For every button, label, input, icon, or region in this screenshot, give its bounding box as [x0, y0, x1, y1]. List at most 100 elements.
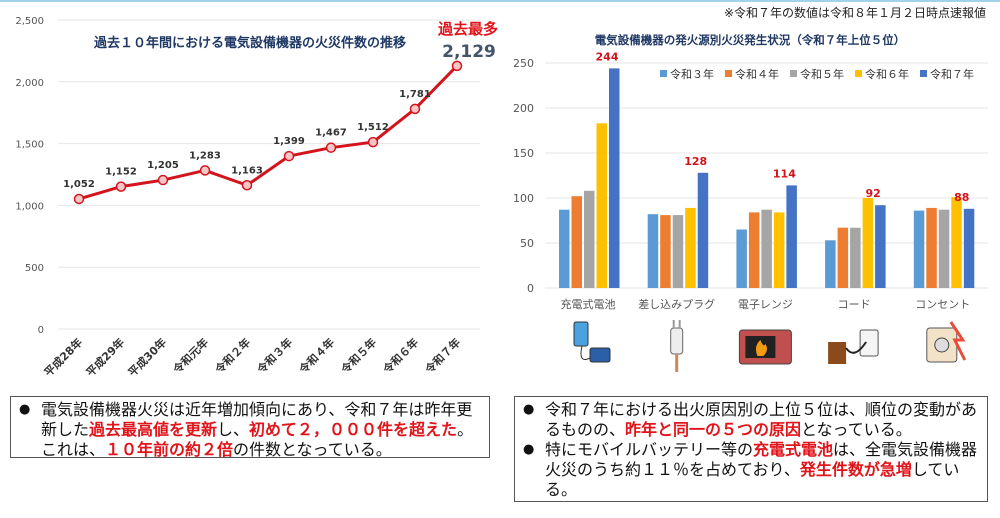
bar	[672, 215, 684, 288]
data-point	[367, 136, 379, 148]
highlight-text: 過去最高値を更新	[89, 420, 218, 439]
annotation-record-high: 過去最多	[437, 20, 498, 38]
text-segment: 特にモバイルバッテリー等の	[545, 440, 754, 459]
bar	[773, 212, 785, 288]
data-label: 128	[684, 155, 707, 168]
legend-label: 令和７年	[930, 67, 974, 81]
bar	[736, 229, 747, 288]
data-point	[409, 103, 421, 115]
data-label: 1,781	[399, 89, 431, 100]
bar	[837, 227, 849, 288]
text-segment: している。	[545, 460, 960, 499]
bullet-point: 電気設備機器火災は近年増加傾向にあり、令和７年は昨年更新した過去最高値を更新し、…	[19, 400, 481, 460]
bar	[584, 190, 595, 288]
battery	[589, 347, 611, 363]
bar	[761, 209, 772, 288]
text-segment: 令和７年における出火原因別の上位５位は、順位の変動があるものの、	[545, 400, 978, 439]
data-label: 1,205	[147, 160, 179, 171]
data-label: 2,129	[442, 42, 496, 62]
cable	[580, 345, 591, 360]
y-tick-label: 2,500	[15, 16, 44, 27]
highlight-text: 発生件数が急増	[799, 460, 912, 479]
bar	[697, 172, 709, 288]
data-label: 1,283	[189, 150, 221, 161]
x-tick-label: 電子レンジ	[738, 298, 793, 311]
data-point	[241, 180, 253, 191]
legend-label: 令和６年	[865, 67, 909, 81]
highlight-text: 昨年と同一の５つの原因	[625, 420, 802, 439]
legend-label: 令和３年	[670, 67, 714, 81]
bar	[926, 207, 937, 288]
bar	[951, 197, 962, 288]
x-tick-label: 令和４年	[295, 335, 337, 377]
data-note: ※令和７年の数値は令和８年１月２日時点速報値	[723, 6, 986, 20]
data-point	[199, 165, 211, 176]
plug	[670, 327, 684, 355]
phone	[573, 321, 589, 347]
bar	[660, 215, 671, 288]
plug	[934, 337, 950, 353]
highlight-text: 初めて２，０００件を超えた	[249, 420, 458, 439]
data-point	[451, 60, 463, 72]
cord	[845, 341, 867, 354]
data-label: 1,163	[231, 165, 263, 176]
bar	[850, 227, 861, 288]
cord-outlet-icon	[828, 329, 879, 364]
x-tick-label: コード	[838, 298, 871, 311]
plug-icon	[670, 320, 684, 372]
data-label: 1,052	[63, 179, 95, 190]
bar	[685, 207, 696, 288]
highlight-text: 充電式電池	[753, 440, 834, 459]
legend-swatch	[790, 70, 797, 77]
bar	[571, 196, 582, 288]
bar	[963, 208, 975, 288]
highlight-text: １０年前の約２倍	[105, 440, 234, 459]
x-tick-label: 平成28年	[41, 335, 85, 379]
x-tick-label: 差し込みプラグ	[638, 297, 715, 311]
x-tick-label: 平成30年	[125, 335, 169, 379]
charts: 05001,0001,5002,0002,500過去１０年間における電気設備機器…	[15, 16, 988, 379]
bar	[938, 209, 950, 288]
microwave-icon	[738, 329, 792, 365]
spark	[949, 321, 967, 361]
left-summary-box: 電気設備機器火災は近年増加傾向にあり、令和７年は昨年更新した過去最高値を更新し、…	[10, 396, 490, 460]
data-point	[73, 193, 85, 205]
bar	[913, 210, 925, 288]
x-tick-label: 充電式電池	[561, 297, 616, 311]
bar	[875, 205, 886, 288]
data-label: 114	[773, 167, 796, 180]
x-tick-label: コンセント	[915, 298, 970, 311]
y-tick-label: 100	[513, 192, 534, 205]
bar	[647, 214, 659, 288]
data-label: 92	[865, 187, 880, 200]
data-label: 1,152	[105, 167, 137, 178]
x-tick-label: 令和元年	[169, 335, 211, 377]
x-tick-label: 令和７年	[421, 335, 463, 377]
bar	[862, 198, 874, 288]
x-tick-label: 令和６年	[379, 335, 421, 377]
bullet-point: 特にモバイルバッテリー等の充電式電池は、全電気設備機器火災のうち約１１％を占めて…	[523, 440, 979, 500]
bullet-point: 令和７年における出火原因別の上位５位は、順位の変動があるものの、昨年と同一の５つ…	[523, 400, 979, 440]
data-point	[283, 150, 295, 162]
text-segment: 電気設備機器火災は近年増加傾向にあり、令和７年は昨年更新した	[41, 400, 473, 439]
x-tick-label: 令和５年	[337, 335, 379, 377]
x-tick-label: 令和３年	[253, 335, 295, 377]
bar	[609, 68, 620, 289]
bar	[559, 209, 570, 288]
data-label: 1,512	[357, 122, 389, 133]
sparking-outlet-icon	[926, 321, 967, 363]
legend-swatch	[855, 70, 862, 77]
text-segment: し、	[217, 420, 250, 439]
bar	[748, 212, 760, 288]
top-rule	[0, 0, 1000, 2]
data-point	[115, 181, 127, 192]
chart-title: 過去１０年間における電気設備機器の火災件数の推移	[93, 35, 406, 51]
series-line	[78, 64, 459, 201]
y-tick-label: 1,500	[15, 140, 44, 151]
legend-swatch	[660, 70, 667, 77]
y-tick-label: 200	[513, 102, 534, 115]
chart-title: 電気設備機器の発火源別火災発生状況（令和７年上位５位）	[595, 33, 906, 47]
text-segment: となっている。	[801, 420, 912, 439]
data-label: 88	[954, 191, 969, 204]
y-tick-label: 500	[25, 263, 44, 274]
